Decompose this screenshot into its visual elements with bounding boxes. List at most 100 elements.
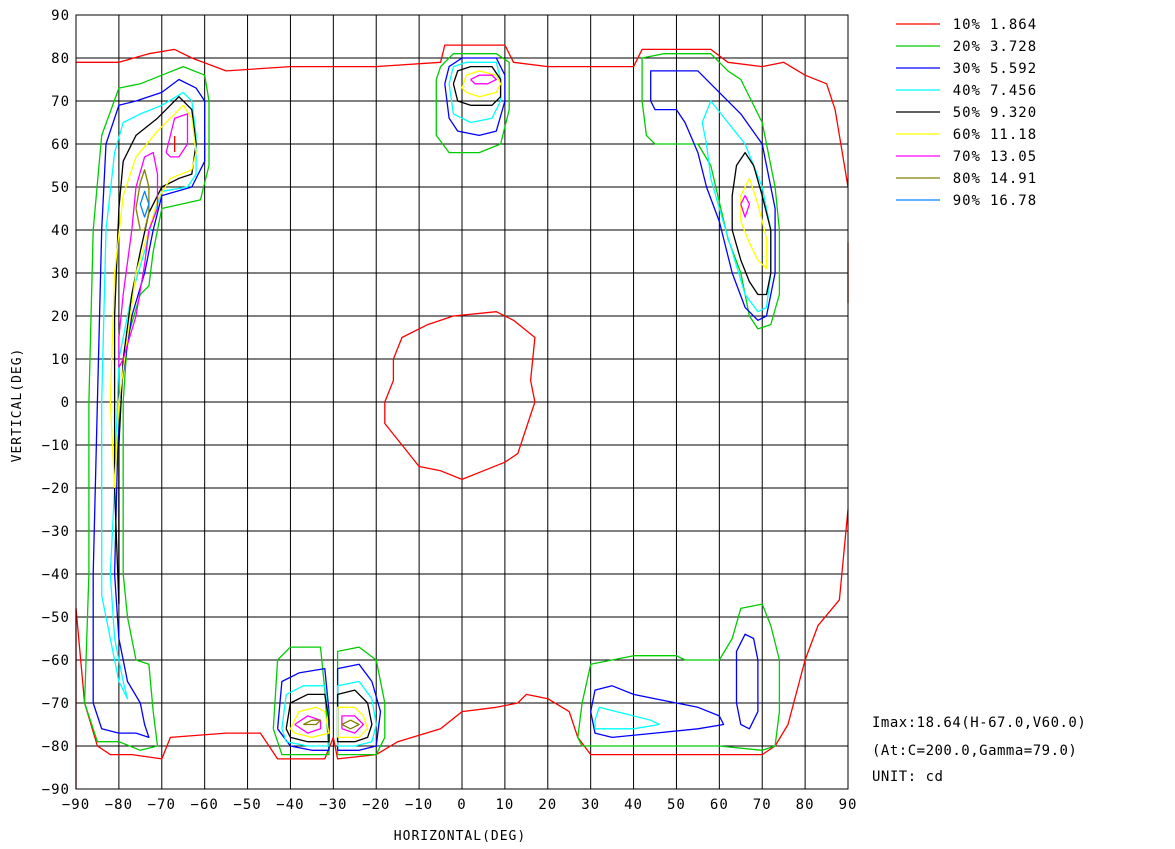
y-tick-label: 30 <box>51 266 70 282</box>
contour-30pct <box>650 70 776 321</box>
y-tick-label: −60 <box>42 653 70 669</box>
contour-20pct <box>336 646 386 756</box>
x-tick-label: −60 <box>191 797 219 813</box>
y-tick-label: −90 <box>42 782 70 798</box>
contour-70pct <box>118 151 159 368</box>
legend-value: 16.78 <box>990 193 1037 209</box>
contour-20pct <box>641 53 781 330</box>
y-tick-labels: 90 80 70 60 50 40 30 20 10 0 −10 −20 −30 −40 −50 −60 −70… <box>42 8 70 798</box>
legend-percent: 80% <box>953 171 981 187</box>
legend-percent: 60% <box>953 127 981 143</box>
y-tick-label: 40 <box>51 223 70 239</box>
contour-80pct <box>303 719 322 726</box>
contour-40pct <box>101 91 197 700</box>
contour-60pct <box>740 177 768 270</box>
contour-40pct <box>594 706 660 730</box>
y-tick-label: 20 <box>51 309 70 325</box>
contour-20pct <box>577 603 781 751</box>
x-tick-label: −40 <box>276 797 304 813</box>
x-tick-label: −20 <box>362 797 390 813</box>
contour-10pct <box>384 311 536 481</box>
contour-60pct <box>289 706 330 739</box>
x-tick-label: 60 <box>710 797 729 813</box>
contour-60pct <box>461 70 502 98</box>
contour-30pct <box>590 685 725 739</box>
x-tick-label: −50 <box>233 797 261 813</box>
contour-50pct <box>731 151 772 296</box>
x-tick-label: −10 <box>405 797 433 813</box>
contour-90pct <box>139 190 150 218</box>
x-tick-label: −70 <box>148 797 176 813</box>
contour-60pct <box>109 104 197 489</box>
contour-20pct <box>83 65 210 751</box>
contour-30pct <box>336 663 382 751</box>
y-tick-label: 90 <box>51 8 70 24</box>
y-tick-label: 60 <box>51 137 70 153</box>
x-tick-label: 80 <box>796 797 815 813</box>
x-tick-label: 70 <box>753 797 772 813</box>
contour-20pct <box>272 646 330 756</box>
legend-percent: 40% <box>953 83 981 99</box>
contour-80pct <box>341 719 360 730</box>
contour-80pct <box>135 169 150 231</box>
legend-percent: 70% <box>953 149 981 165</box>
y-tick-label: −20 <box>42 481 70 497</box>
x-tick-label: 0 <box>457 797 466 813</box>
legend-percent: 30% <box>953 61 981 77</box>
contour-10pct <box>97 509 849 760</box>
legend-percent: 50% <box>953 105 981 121</box>
x-tick-label: 50 <box>667 797 686 813</box>
legend-value: 5.592 <box>990 61 1037 77</box>
y-tick-label: −30 <box>42 524 70 540</box>
legend-percent: 10% <box>953 17 981 33</box>
contour-70pct <box>470 74 497 85</box>
x-tick-labels: −90 −80 −70 −60 −50 −40 −30 −20 −10 0 10 20 30 40 50 60… <box>62 797 857 813</box>
legend-value: 14.91 <box>990 171 1037 187</box>
imax-text: Imax:18.64(H-67.0,V60.0) <box>872 715 1086 731</box>
x-tick-label: −90 <box>62 797 90 813</box>
x-tick-label: 10 <box>495 797 514 813</box>
contour-50pct <box>285 693 330 743</box>
contour-40pct <box>336 680 377 747</box>
y-tick-label: −70 <box>42 696 70 712</box>
contour-60pct <box>336 706 369 739</box>
contour-70pct <box>294 715 322 734</box>
contour-70pct <box>341 715 365 734</box>
contour-30pct <box>444 57 506 137</box>
legend-value: 7.456 <box>990 83 1037 99</box>
contour-50pct <box>336 689 373 743</box>
contour-30pct <box>276 667 330 751</box>
y-axis-label: VERTICAL(DEG) <box>10 348 25 463</box>
plot-frame <box>75 14 849 790</box>
legend-percent: 20% <box>953 39 981 55</box>
contour-70pct <box>165 113 189 158</box>
contour-10pct <box>76 44 849 188</box>
contour-40pct <box>448 61 502 124</box>
contour-lines <box>75 44 849 789</box>
legend-value: 13.05 <box>990 149 1037 165</box>
angle-text: (At:C=200.0,Gamma=79.0) <box>872 743 1077 759</box>
y-tick-label: −40 <box>42 567 70 583</box>
y-tick-label: −80 <box>42 739 70 755</box>
y-tick-label: −10 <box>42 438 70 454</box>
x-axis-label: HORIZONTAL(DEG) <box>394 829 526 844</box>
x-tick-label: −80 <box>105 797 133 813</box>
contour-40pct <box>701 100 772 313</box>
legend-value: 11.18 <box>990 127 1037 143</box>
x-tick-label: 20 <box>538 797 557 813</box>
contour-30pct <box>92 78 206 739</box>
x-tick-label: 40 <box>624 797 643 813</box>
y-tick-label: 10 <box>51 352 70 368</box>
legend-percent: 90% <box>953 193 981 209</box>
legend-value: 3.728 <box>990 39 1037 55</box>
x-tick-label: 30 <box>581 797 600 813</box>
legend-value: 1.864 <box>990 17 1037 33</box>
y-tick-label: 80 <box>51 51 70 67</box>
contour-50pct <box>452 65 502 106</box>
unit-text: UNIT: cd <box>872 769 943 785</box>
contour-70pct <box>740 194 751 218</box>
contour-30pct <box>735 633 759 730</box>
y-tick-label: −50 <box>42 610 70 626</box>
legend-value: 9.320 <box>990 105 1037 121</box>
